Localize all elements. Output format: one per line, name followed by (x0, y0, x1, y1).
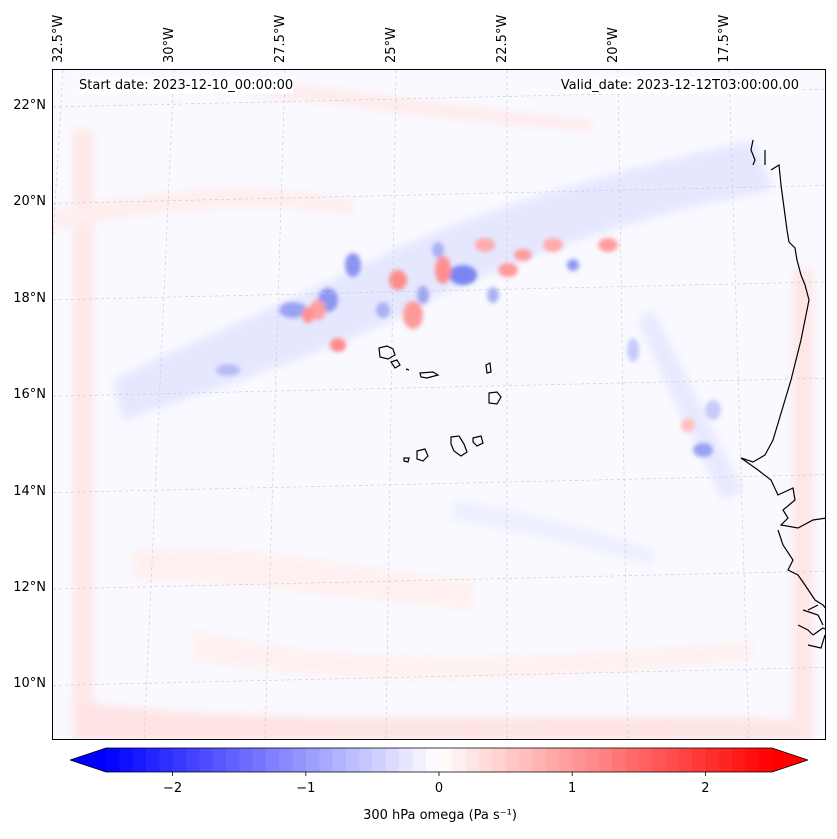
meridian-gridline (728, 70, 750, 739)
colorbar-bin (305, 748, 320, 772)
map-panel: Start date: 2023-12-10_00:00:00 Valid_da… (52, 69, 826, 740)
colorbar-bin (345, 748, 360, 772)
colorbar-bin (132, 748, 147, 772)
colorbar-bin (652, 748, 666, 772)
colorbar-bin (545, 748, 560, 772)
colorbar-bin (518, 748, 533, 772)
colorbar-bin (106, 748, 120, 772)
colorbar-bin (492, 748, 507, 772)
colorbar-bin (665, 748, 680, 772)
valid-date-label: Valid_date: 2023-12-12T03:00:00.00 (560, 77, 799, 94)
omega-field-features (216, 238, 721, 457)
colorbar-label: 300 hPa omega (Pa s⁻¹) (363, 808, 517, 823)
colorbar-bin (412, 748, 427, 772)
colorbar-bin (292, 748, 307, 772)
colorbar-bin (265, 748, 280, 772)
colorbar-outline (70, 747, 808, 773)
colorbar-bin (172, 748, 187, 772)
lon-label: 22.5°W (495, 14, 510, 63)
colorbar-bin (505, 748, 520, 772)
colorbar-bin (598, 748, 613, 772)
colorbar-bin (185, 748, 200, 772)
colorbar-extend-max (772, 748, 808, 772)
colorbar-bin (705, 748, 720, 772)
meridian-gridline (617, 70, 629, 739)
coastlines (378, 139, 825, 649)
colorbar-bin (439, 748, 453, 772)
colorbar-bin (332, 748, 347, 772)
colorbar-tick-label: −2 (163, 781, 183, 796)
lat-label: 20°N (13, 194, 46, 210)
lon-label: 20°W (606, 27, 621, 63)
colorbar-bin (159, 748, 174, 772)
colorbar-bin (585, 748, 600, 772)
colorbar-bin (452, 748, 467, 772)
lat-label: 14°N (13, 483, 46, 499)
colorbar-bin (359, 748, 373, 772)
colorbar-bin (692, 748, 706, 772)
lat-label: 16°N (13, 387, 46, 403)
colorbar-bin (225, 748, 240, 772)
colorbar-bin (732, 748, 746, 772)
colorbar-bin (119, 748, 134, 772)
colorbar-bin (252, 748, 267, 772)
colorbar-bin (758, 748, 773, 772)
colorbar-bin (399, 748, 413, 772)
lat-label: 18°N (13, 290, 46, 306)
colorbar-tick-label: −1 (296, 781, 316, 796)
lon-label: 25°W (384, 27, 399, 63)
colorbar-bin (532, 748, 547, 772)
meridian-gridline (143, 70, 175, 739)
colorbar-bin (145, 748, 160, 772)
colorbar-bin (319, 748, 333, 772)
colorbar-bin (625, 748, 640, 772)
colorbar-bin (558, 748, 573, 772)
meridian-gridline (385, 70, 397, 739)
lat-label: 12°N (13, 580, 46, 595)
colorbar-tick-label: 1 (568, 781, 577, 796)
lat-label: 10°N (13, 676, 46, 692)
meridian-gridline (264, 70, 286, 739)
colorbar-tick-label: 2 (701, 781, 710, 796)
colorbar-bin (279, 748, 293, 772)
colorbar (70, 747, 808, 776)
lon-label: 27.5°W (273, 14, 288, 63)
colorbar-bin (372, 748, 387, 772)
colorbar-bin (465, 748, 480, 772)
colorbar-bin (612, 748, 626, 772)
map-canvas (53, 70, 825, 739)
start-date-label: Start date: 2023-12-10_00:00:00 (79, 77, 294, 94)
colorbar-bin (199, 748, 214, 772)
colorbar-bin (745, 748, 760, 772)
colorbar-bin (385, 748, 400, 772)
gridlines (53, 70, 825, 739)
colorbar-bin (212, 748, 227, 772)
lon-label: 17.5°W (717, 14, 732, 63)
colorbar-bin (572, 748, 587, 772)
colorbar-bin (425, 748, 440, 772)
colorbar-extend-min (70, 748, 106, 772)
colorbar-bin (239, 748, 254, 772)
colorbar-tick-label: 0 (434, 781, 444, 796)
lon-label: 30°W (162, 27, 177, 63)
colorbar-bin (638, 748, 653, 772)
lat-label: 22°N (13, 98, 46, 113)
colorbar-bin (678, 748, 693, 772)
lon-label: 32.5°W (51, 14, 66, 63)
colorbar-bin (718, 748, 733, 772)
colorbar-bin (478, 748, 493, 772)
